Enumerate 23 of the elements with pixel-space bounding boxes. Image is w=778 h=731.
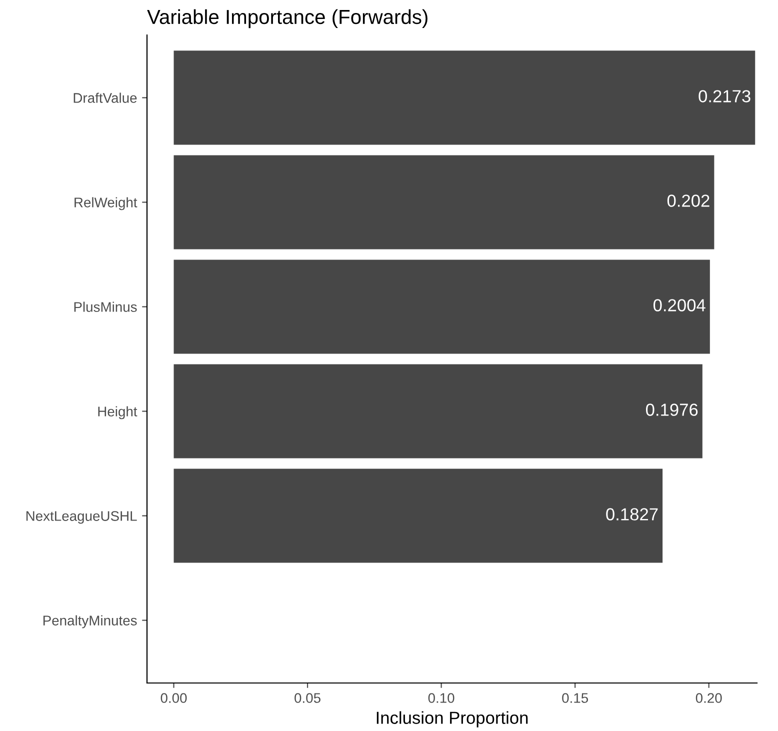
y-tick-label: DraftValue — [74, 92, 137, 103]
bar — [174, 260, 710, 354]
x-axis-title: Inclusion Proportion — [376, 711, 528, 728]
data-label: 0.2004 — [653, 299, 706, 312]
bar — [174, 155, 714, 250]
x-tick-label: 0.10 — [428, 693, 454, 703]
y-tick-label: NextLeagueUSHL — [26, 511, 137, 524]
x-tick-label: 0.20 — [696, 693, 722, 703]
data-label: 0.1976 — [646, 404, 698, 416]
x-tick-label: 0.15 — [562, 693, 588, 703]
bar — [174, 50, 756, 145]
y-tick-label: Height — [98, 406, 138, 420]
x-tick-label: 0.00 — [160, 693, 187, 703]
chart-title: Variable Importance (Forwards) — [147, 9, 428, 28]
y-tick-label: PenaltyMinutes — [43, 615, 137, 628]
data-label: 0.2173 — [698, 90, 750, 102]
bar — [174, 468, 663, 563]
bar — [174, 364, 702, 458]
y-tick-label: PlusMinus — [74, 302, 137, 312]
data-label: 0.202 — [667, 194, 710, 207]
y-tick-label: RelWeight — [74, 197, 138, 210]
x-tick-label: 0.05 — [294, 693, 320, 703]
data-label: 0.1827 — [606, 508, 658, 520]
